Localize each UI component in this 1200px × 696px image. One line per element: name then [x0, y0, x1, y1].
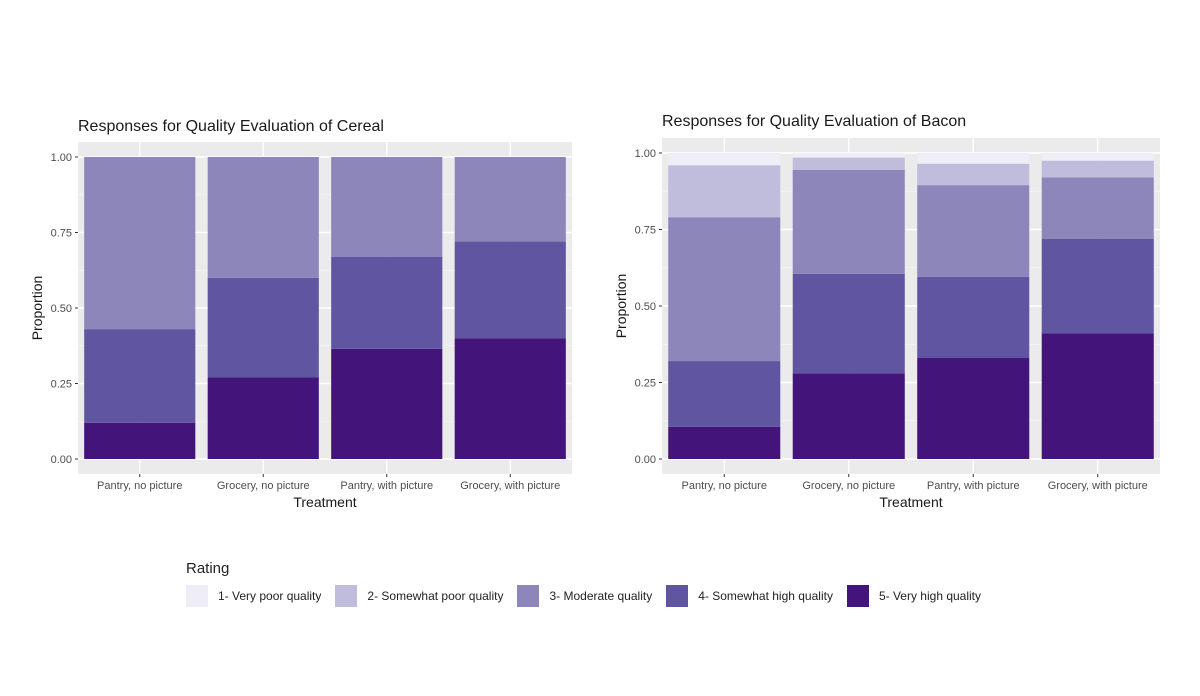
bar-segment — [917, 276, 1030, 359]
bar-segment — [917, 153, 1030, 164]
legend-swatch — [186, 585, 208, 607]
x-tick-label: Grocery, with picture — [1048, 480, 1148, 492]
chart-title: Responses for Quality Evaluation of Baco… — [662, 113, 966, 130]
bar-segment — [668, 165, 781, 218]
bar-segment — [1041, 153, 1154, 161]
bar-segment — [792, 153, 905, 158]
legend-item-very-high: 5- Very high quality — [846, 585, 982, 607]
bar-segment — [917, 163, 1030, 186]
legend-label: 5- Very high quality — [878, 589, 982, 603]
y-tick-label: 0.50 — [51, 303, 72, 315]
legend-swatch — [517, 585, 540, 607]
x-tick-label: Grocery, no picture — [802, 480, 895, 492]
bar-segment — [792, 373, 905, 459]
bar-segment — [792, 273, 905, 374]
x-tick-label: Pantry, with picture — [927, 480, 1020, 492]
y-tick-label: 0.00 — [635, 454, 656, 466]
legend: Rating 1- Very poor quality 2- Somewhat … — [186, 560, 995, 607]
x-tick-label: Grocery, no picture — [217, 480, 310, 492]
bar-segment — [668, 361, 781, 427]
bar-segment — [84, 329, 196, 423]
x-tick-label: Pantry, with picture — [340, 480, 433, 492]
bar-segment — [207, 157, 319, 278]
bar-segment — [454, 157, 566, 242]
legend-label: 1- Very poor quality — [218, 589, 322, 603]
x-axis-label: Treatment — [293, 494, 356, 510]
chart-title: Responses for Quality Evaluation of Cere… — [78, 118, 384, 135]
bar-segment — [454, 241, 566, 339]
legend-label: 3- Moderate quality — [549, 589, 653, 603]
bar-segment — [917, 185, 1030, 277]
legend-swatch — [335, 585, 358, 607]
legend-item-moderate: 3- Moderate quality — [517, 585, 652, 607]
y-axis-label: Proportion — [613, 274, 629, 339]
bar-segment — [668, 426, 781, 459]
bar-segment — [1041, 238, 1154, 334]
bar-segment — [331, 256, 443, 349]
y-tick-label: 0.00 — [51, 454, 72, 466]
bar-segment — [792, 157, 905, 170]
x-tick-label: Grocery, with picture — [460, 480, 560, 492]
y-tick-label: 1.00 — [51, 152, 72, 164]
y-tick-label: 0.25 — [635, 378, 656, 390]
legend-title: Rating — [186, 560, 230, 577]
legend-label: 4- Somewhat high quality — [698, 589, 833, 603]
bar-segment — [1041, 333, 1154, 459]
y-tick-label: 1.00 — [635, 148, 656, 160]
legend-swatch — [846, 585, 869, 607]
legend-item-somewhat-poor: 2- Somewhat poor quality — [335, 585, 503, 607]
bar-segment — [668, 153, 781, 166]
legend-swatch — [666, 585, 689, 607]
legend-item-very-poor: 1- Very poor quality — [186, 585, 321, 607]
y-tick-label: 0.75 — [51, 228, 72, 240]
y-axis-label: Proportion — [29, 276, 45, 341]
x-tick-label: Pantry, no picture — [682, 480, 767, 492]
bar-segment — [1041, 177, 1154, 239]
bar-segment — [84, 157, 196, 330]
legend-items: 1- Very poor quality 2- Somewhat poor qu… — [186, 585, 995, 607]
legend-item-somewhat-high: 4- Somewhat high quality — [666, 585, 833, 607]
bar-segment — [331, 348, 443, 459]
bar-segment — [1041, 160, 1154, 178]
bar-segment — [207, 377, 319, 459]
x-axis-label: Treatment — [879, 494, 942, 510]
bar-segment — [668, 217, 781, 362]
y-tick-label: 0.50 — [635, 301, 656, 313]
bar-segment — [207, 277, 319, 378]
bar-segment — [917, 358, 1030, 459]
bar-segment — [792, 169, 905, 274]
legend-label: 2- Somewhat poor quality — [367, 589, 504, 603]
bar-segment — [454, 338, 566, 459]
bar-segment — [331, 157, 443, 257]
y-tick-label: 0.25 — [51, 379, 72, 391]
x-tick-label: Pantry, no picture — [97, 480, 182, 492]
y-tick-label: 0.75 — [635, 225, 656, 237]
bar-segment — [84, 422, 196, 459]
